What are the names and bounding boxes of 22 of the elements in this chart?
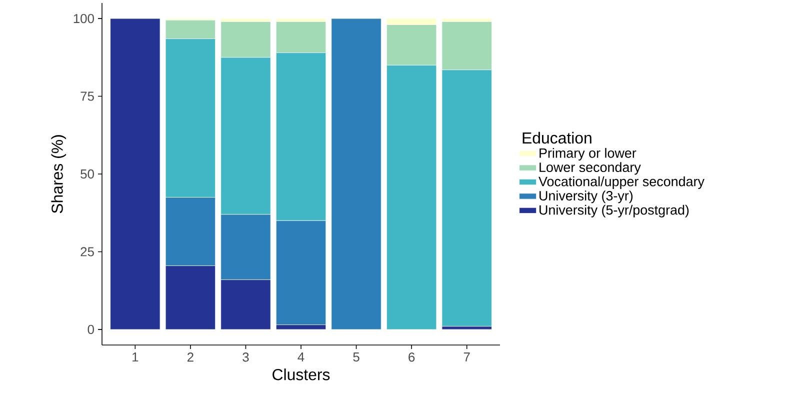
- legend-label: Lower secondary: [540, 162, 641, 175]
- bar: [110, 18, 160, 330]
- y-tick-label: 100: [74, 14, 94, 24]
- legend-label: Primary or lower: [540, 148, 636, 160]
- legend-title: Education: [522, 132, 592, 144]
- x-tick-label: 5: [353, 352, 360, 362]
- legend-label: Vocational/upper secondary: [538, 176, 704, 189]
- y-tick-label: 0: [88, 324, 94, 334]
- x-axis-title: Clusters: [272, 368, 330, 380]
- x-tick-label: 6: [408, 352, 415, 362]
- legend-label: University (5-yr/postgrad): [540, 204, 689, 218]
- x-tick-label: 4: [298, 352, 304, 362]
- legend-label: University (3-yr): [540, 190, 633, 204]
- y-tick-label: 50: [80, 169, 94, 179]
- y-axis-title: Shares (%): [51, 135, 66, 214]
- x-tick-label: 7: [464, 352, 470, 362]
- x-tick-label: 1: [132, 352, 138, 362]
- y-tick-label: 75: [80, 92, 94, 101]
- y-tick-label: 25: [80, 247, 94, 256]
- x-tick-label: 2: [188, 352, 194, 362]
- bar: [331, 18, 382, 330]
- x-tick-label: 3: [242, 352, 249, 362]
